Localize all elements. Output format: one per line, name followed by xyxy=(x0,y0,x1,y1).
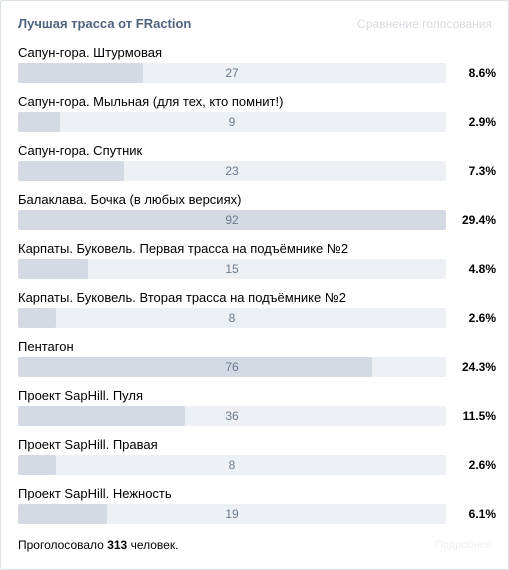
poll-option-label: Проект SapHill. Правая xyxy=(18,437,158,452)
poll-option-label: Карпаты. Буковель. Первая трасса на подъ… xyxy=(18,241,349,256)
poll-options: Сапун-гора. Штурмовая 27 8.6% Сапун-гора. М… xyxy=(18,45,496,535)
poll-option[interactable]: Проект SapHill. Нежность 19 6.1% xyxy=(18,486,496,535)
poll-option-bar: 76 xyxy=(18,357,446,377)
poll-option-bar: 8 xyxy=(18,308,446,328)
poll-option-percent: 8.6% xyxy=(468,66,496,80)
poll-option-percent: 2.9% xyxy=(468,115,496,129)
poll-option-vote-count: 76 xyxy=(225,360,239,374)
poll-option-label: Сапун-гора. Спутник xyxy=(18,143,143,158)
poll-option-bar-fill xyxy=(18,112,60,132)
poll-header: Лучшая трасса от FRaction Сравнение голо… xyxy=(18,16,492,34)
total-votes-prefix: Проголосовало xyxy=(18,538,104,552)
poll-option-vote-count: 15 xyxy=(225,262,239,276)
poll-option[interactable]: Пентагон 76 24.3% xyxy=(18,339,496,388)
poll-option-bar-fill xyxy=(18,504,107,524)
poll-option-vote-count: 8 xyxy=(228,311,236,325)
poll-option-percent: 6.1% xyxy=(468,507,496,521)
poll-option-label: Сапун-гора. Штурмовая xyxy=(18,45,162,60)
poll-option-vote-count: 19 xyxy=(225,507,239,521)
poll-option-label: Карпаты. Буковель. Вторая трасса на подъ… xyxy=(18,290,347,305)
poll-option-bar: 15 xyxy=(18,259,446,279)
poll-option-label: Проект SapHill. Нежность xyxy=(18,486,172,501)
poll-option-percent: 4.8% xyxy=(468,262,496,276)
poll-option-bar: 36 xyxy=(18,406,446,426)
poll-option[interactable]: Сапун-гора. Спутник 23 7.3% xyxy=(18,143,496,192)
poll-option-percent: 2.6% xyxy=(468,458,496,472)
poll-option-percent: 11.5% xyxy=(462,409,496,423)
total-votes-count: 313 xyxy=(107,538,128,552)
poll-subtitle[interactable]: Сравнение голосования xyxy=(357,17,492,31)
poll-option-bar-fill xyxy=(18,406,185,426)
poll-details-link[interactable]: Подробнее xyxy=(434,539,492,551)
poll-option-vote-count: 27 xyxy=(225,66,239,80)
poll-title: Лучшая трасса от FRaction xyxy=(18,16,192,31)
poll-option[interactable]: Сапун-гора. Штурмовая 27 8.6% xyxy=(18,45,496,94)
poll-option-label: Проект SapHill. Пуля xyxy=(18,388,144,403)
poll-option-bar: 19 xyxy=(18,504,446,524)
poll-option-percent: 24.3% xyxy=(461,360,496,374)
poll-option-bar: 27 xyxy=(18,63,446,83)
total-votes: Проголосовало 313 человек. xyxy=(18,538,178,552)
poll-option-percent: 2.6% xyxy=(468,311,496,325)
poll-option-label: Балаклава. Бочка (в любых версиях) xyxy=(18,192,242,207)
poll-option[interactable]: Балаклава. Бочка (в любых версиях) 92 29.4… xyxy=(18,192,496,241)
poll-option-bar: 9 xyxy=(18,112,446,132)
poll-option-vote-count: 8 xyxy=(228,458,236,472)
poll-option-bar-fill xyxy=(18,161,124,181)
poll-option-vote-count: 9 xyxy=(228,115,236,129)
poll-option-vote-count: 23 xyxy=(225,164,239,178)
poll-option-bar-fill xyxy=(18,63,143,83)
poll-option[interactable]: Проект SapHill. Правая 8 2.6% xyxy=(18,437,496,486)
poll-option-bar: 8 xyxy=(18,455,446,475)
poll-option-bar: 92 xyxy=(18,210,446,230)
total-votes-suffix: человек. xyxy=(130,538,179,552)
poll-option-bar-fill xyxy=(18,210,446,230)
poll-option-bar-fill xyxy=(18,308,56,328)
poll-option-vote-count: 36 xyxy=(225,409,239,423)
poll-option[interactable]: Сапун-гора. Мыльная (для тех, кто помнит… xyxy=(18,94,496,143)
poll-option-vote-count: 92 xyxy=(225,213,239,227)
poll-footer: Проголосовало 313 человек. Подробнее xyxy=(18,538,492,554)
poll-option-label: Сапун-гора. Мыльная (для тех, кто помнит… xyxy=(18,94,284,109)
poll-option-label: Пентагон xyxy=(18,339,74,354)
poll-option-bar-fill xyxy=(18,259,88,279)
poll-option[interactable]: Проект SapHill. Пуля 36 11.5% xyxy=(18,388,496,437)
poll-option-bar: 23 xyxy=(18,161,446,181)
poll-option-percent: 29.4% xyxy=(461,213,496,227)
poll-option-bar-fill xyxy=(18,455,56,475)
poll-option[interactable]: Карпаты. Буковель. Вторая трасса на подъ… xyxy=(18,290,496,339)
poll-option[interactable]: Карпаты. Буковель. Первая трасса на подъ… xyxy=(18,241,496,290)
poll-option-bar-fill xyxy=(18,357,372,377)
poll-option-percent: 7.3% xyxy=(468,164,496,178)
